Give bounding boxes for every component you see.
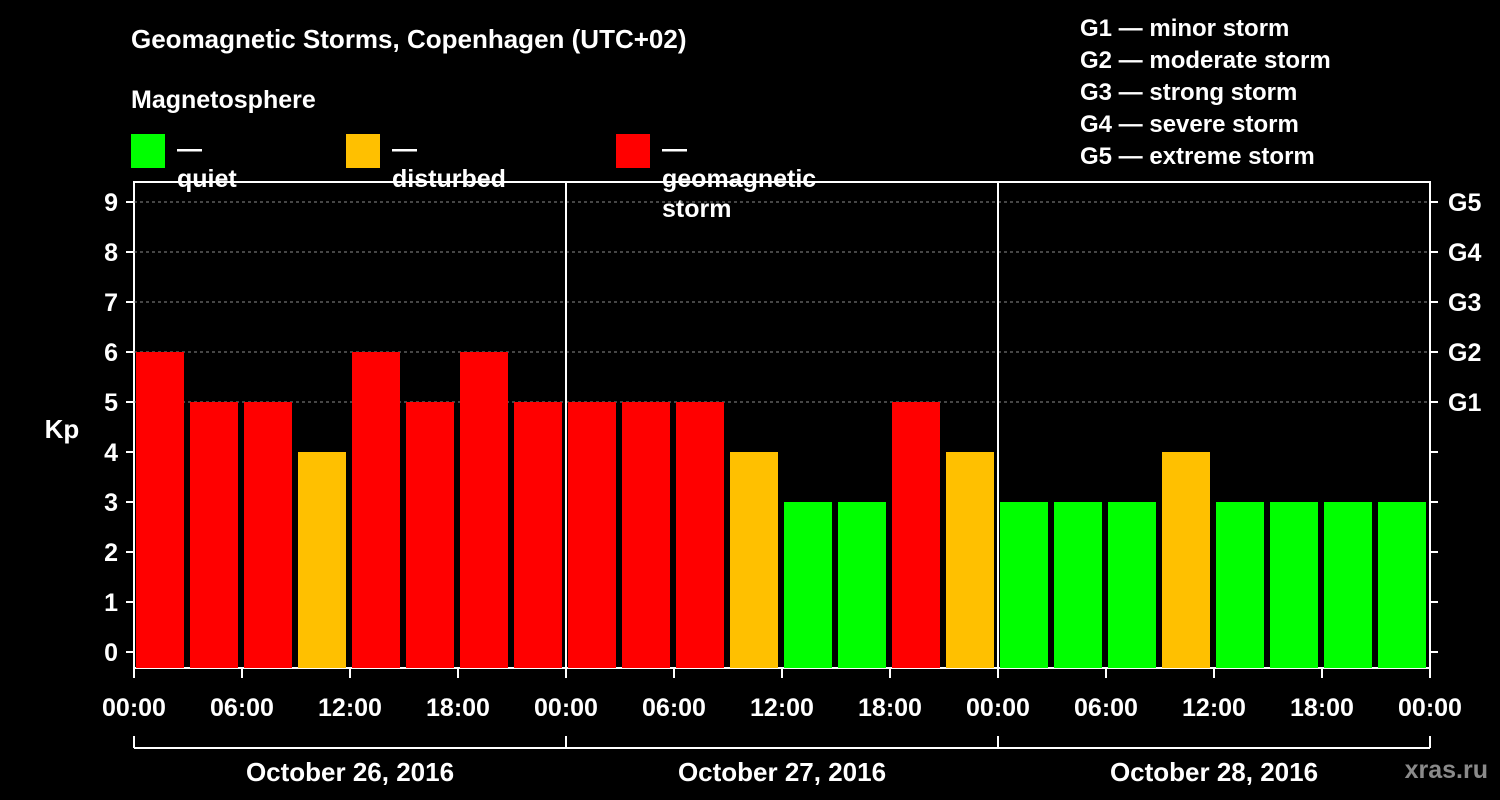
legend-disturbed-swatch xyxy=(346,134,380,168)
legend-storm-label: — geomagnetic storm xyxy=(662,135,817,223)
g-level-label: G3 xyxy=(1448,289,1481,317)
kp-bar xyxy=(244,402,292,668)
g-level-label: G4 xyxy=(1448,239,1481,267)
y-axis-label: Kp xyxy=(45,414,80,444)
storm-scale-g5: G5 — extreme storm xyxy=(1080,143,1315,170)
storm-scale-g3: G3 — strong storm xyxy=(1080,79,1298,106)
y-tick-label: 6 xyxy=(104,339,118,367)
kp-bar xyxy=(730,452,778,668)
x-tick-label: 18:00 xyxy=(858,694,922,722)
kp-bar xyxy=(460,352,508,668)
date-label: October 28, 2016 xyxy=(1110,757,1318,787)
date-label: October 26, 2016 xyxy=(246,757,454,787)
legend-quiet-swatch xyxy=(131,134,165,168)
kp-bar xyxy=(622,402,670,668)
kp-bar xyxy=(514,402,562,668)
kp-bar xyxy=(1270,502,1318,668)
x-tick-label: 06:00 xyxy=(642,694,706,722)
kp-bar xyxy=(298,452,346,668)
legend-quiet-label: — quiet xyxy=(177,135,237,193)
kp-bar xyxy=(1162,452,1210,668)
storm-scale-g4: G4 — severe storm xyxy=(1080,111,1299,138)
x-tick-label: 06:00 xyxy=(210,694,274,722)
y-tick-label: 9 xyxy=(104,189,118,217)
x-tick-label: 06:00 xyxy=(1074,694,1138,722)
kp-bar xyxy=(568,402,616,668)
storm-scale-g2: G2 — moderate storm xyxy=(1080,47,1331,74)
kp-bar xyxy=(1108,502,1156,668)
x-tick-label: 12:00 xyxy=(318,694,382,722)
g-level-label: G1 xyxy=(1448,389,1481,417)
kp-bar xyxy=(406,402,454,668)
magnetosphere-title: Magnetosphere xyxy=(131,86,316,114)
y-tick-label: 7 xyxy=(104,289,118,317)
g-level-label: G2 xyxy=(1448,339,1481,367)
g-level-label: G5 xyxy=(1448,189,1481,217)
chart-title: Geomagnetic Storms, Copenhagen (UTC+02) xyxy=(131,24,687,54)
y-tick-label: 4 xyxy=(104,439,118,467)
legend-disturbed-label: — disturbed xyxy=(392,135,506,193)
y-tick-label: 1 xyxy=(104,589,118,617)
x-tick-label: 18:00 xyxy=(426,694,490,722)
x-tick-label: 00:00 xyxy=(966,694,1030,722)
kp-bar xyxy=(136,352,184,668)
x-tick-label: 00:00 xyxy=(1398,694,1462,722)
storm-scale-g1: G1 — minor storm xyxy=(1080,15,1290,42)
kp-bar xyxy=(1324,502,1372,668)
kp-bar xyxy=(1216,502,1264,668)
kp-bar xyxy=(946,452,994,668)
y-tick-label: 0 xyxy=(104,639,118,667)
date-label: October 27, 2016 xyxy=(678,757,886,787)
kp-bar xyxy=(190,402,238,668)
kp-bar xyxy=(1378,502,1426,668)
x-tick-label: 00:00 xyxy=(534,694,598,722)
kp-bar xyxy=(352,352,400,668)
x-tick-label: 12:00 xyxy=(750,694,814,722)
x-tick-label: 12:00 xyxy=(1182,694,1246,722)
y-tick-label: 8 xyxy=(104,239,118,267)
x-tick-label: 00:00 xyxy=(102,694,166,722)
kp-bar xyxy=(1054,502,1102,668)
legend-storm-swatch xyxy=(616,134,650,168)
kp-bar xyxy=(784,502,832,668)
y-tick-label: 3 xyxy=(104,489,118,517)
y-tick-label: 5 xyxy=(104,389,118,417)
kp-bar xyxy=(838,502,886,668)
y-tick-label: 2 xyxy=(104,539,118,567)
watermark: xras.ru xyxy=(1404,756,1488,784)
kp-bar xyxy=(676,402,724,668)
kp-bar xyxy=(1000,502,1048,668)
kp-bar xyxy=(892,402,940,668)
x-tick-label: 18:00 xyxy=(1290,694,1354,722)
